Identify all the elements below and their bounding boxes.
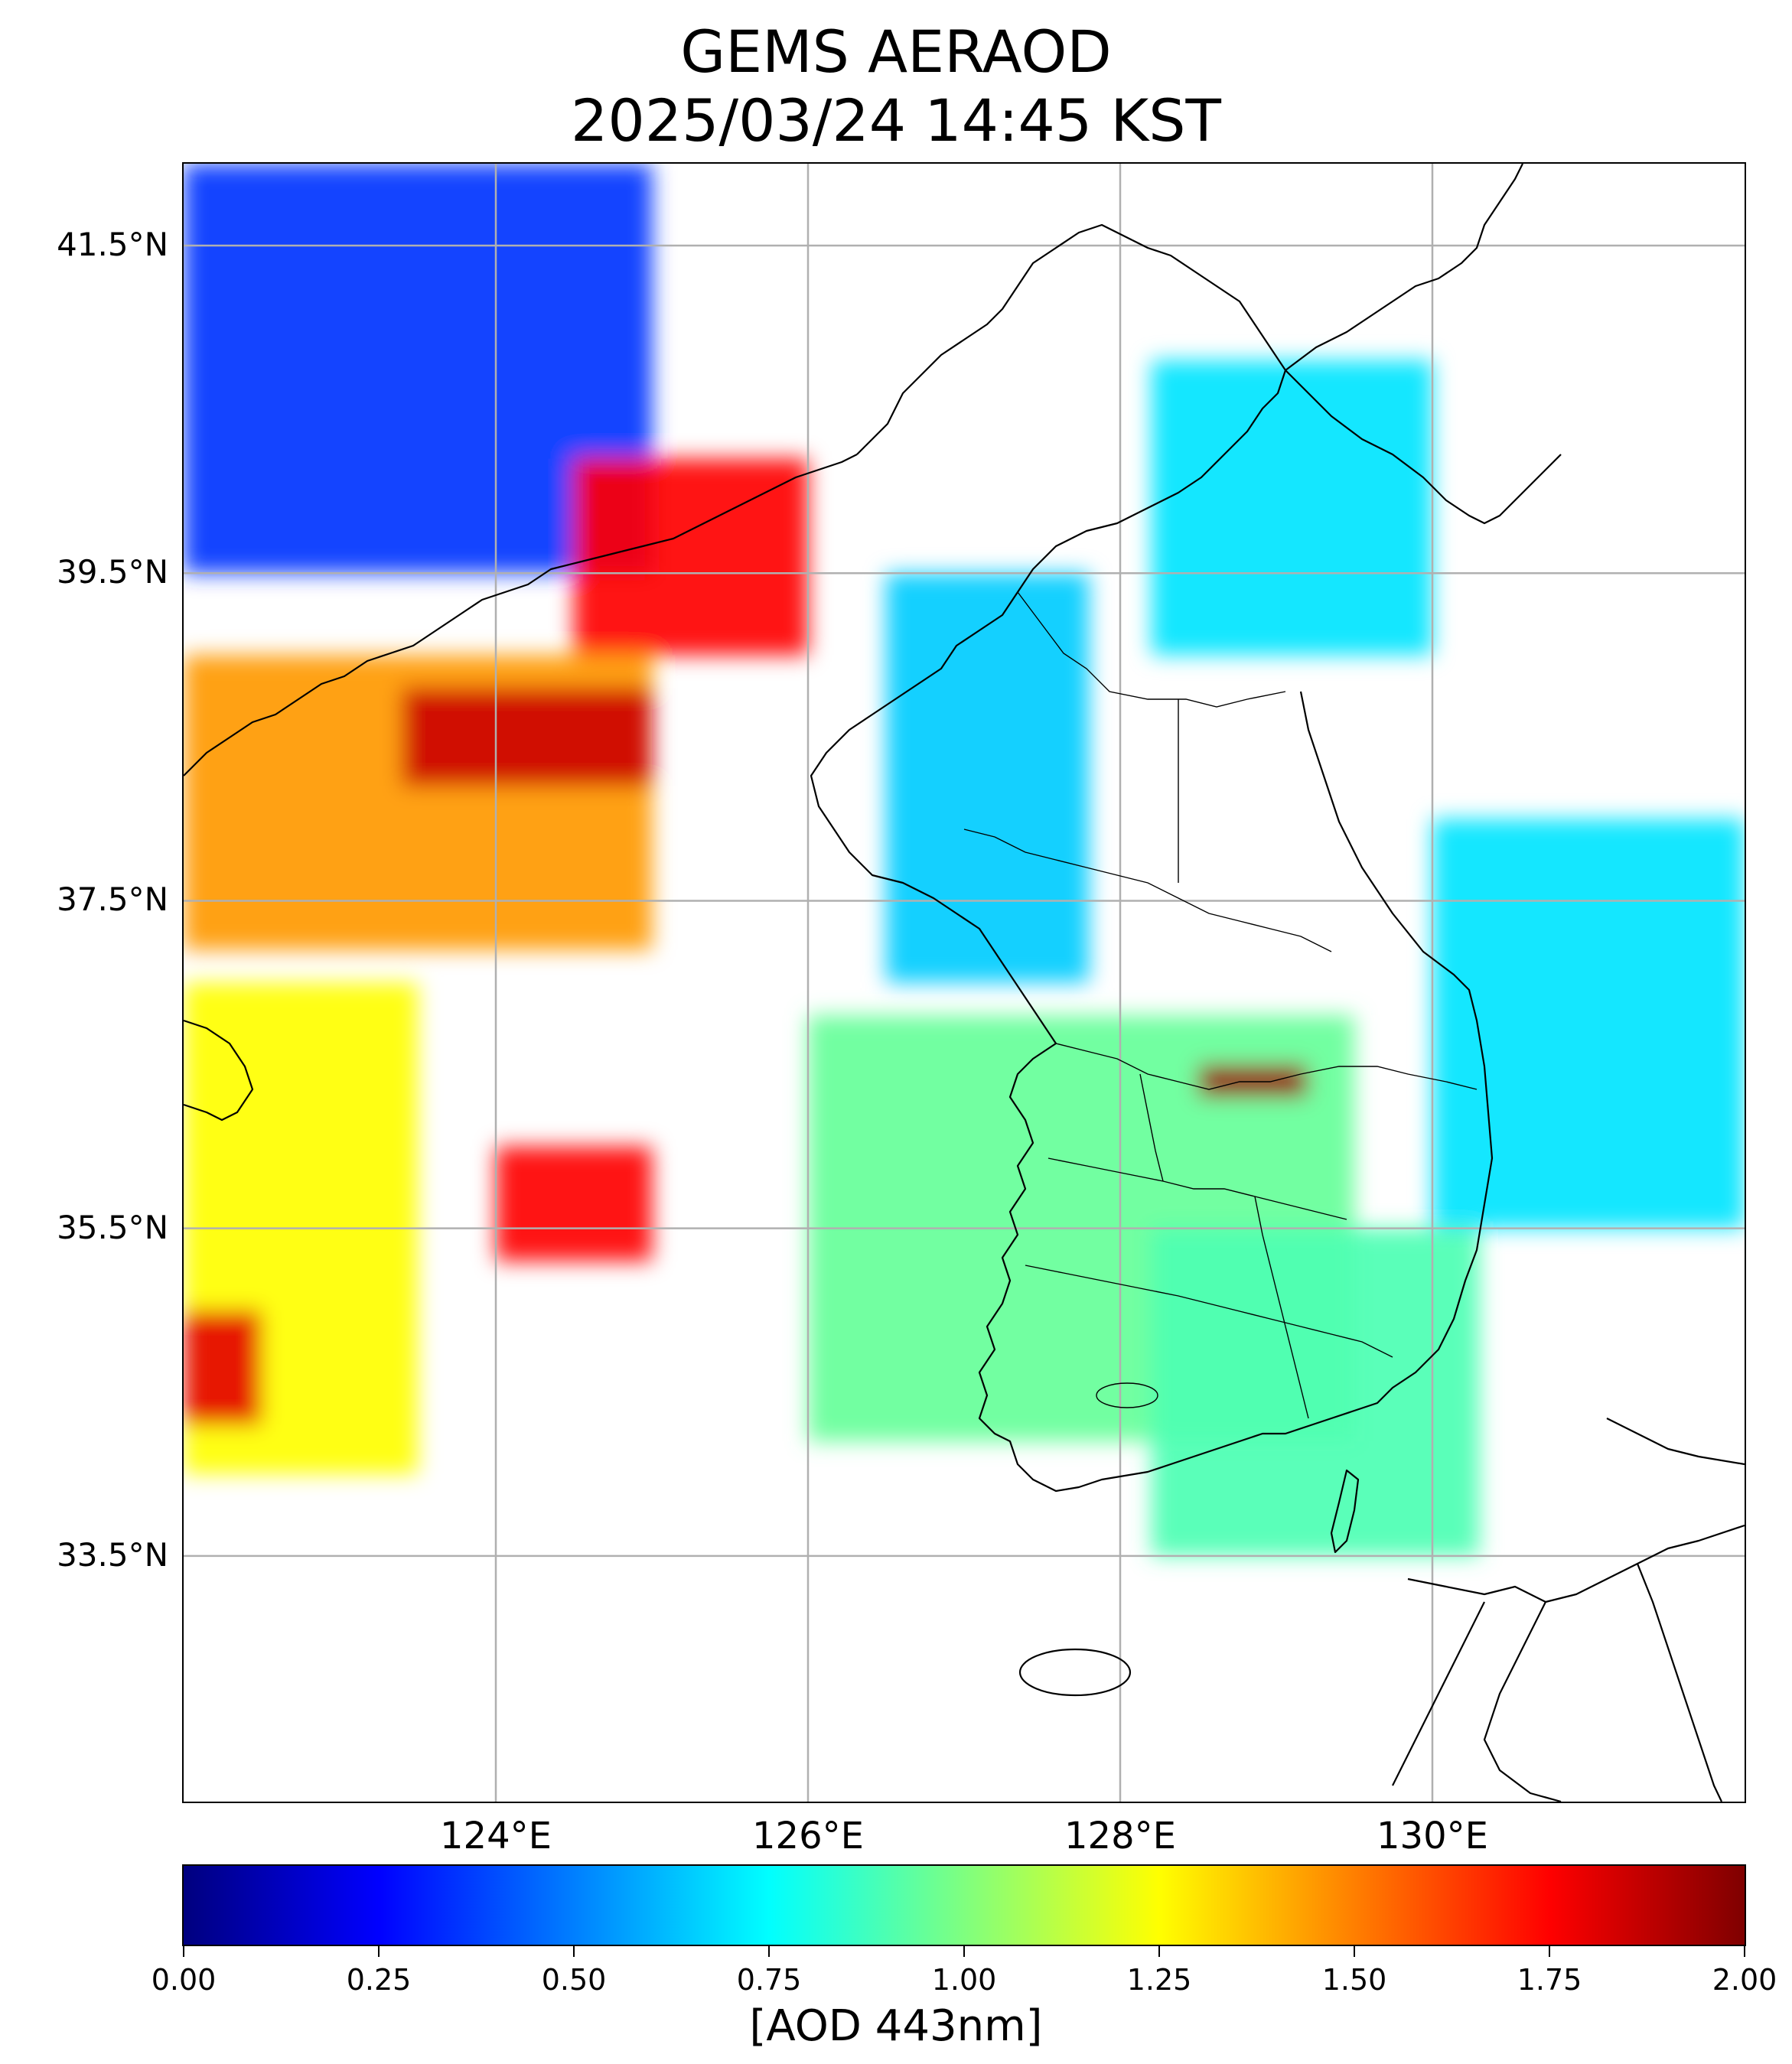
china-border (856, 223, 1133, 455)
east-coast-north (1285, 370, 1562, 525)
gridlines (184, 164, 1745, 1802)
liaodong-coastline (184, 454, 858, 776)
coastlines (184, 164, 1745, 1802)
colorbar-tick-8 (1744, 1946, 1745, 1957)
colorbar-tick-label-6: 1.50 (1321, 1963, 1387, 1997)
lat-label-0: 41.5°N (57, 226, 168, 264)
aod-region-3 (402, 688, 652, 786)
aod-region-6 (496, 1146, 652, 1262)
korea-coastline (810, 239, 1494, 1493)
colorbar-tick-label-0: 0.00 (151, 1963, 217, 1997)
aod-region-5 (184, 1310, 262, 1425)
map-title: GEMS AERAOD (680, 18, 1112, 86)
colorbar-tick-label-1: 0.25 (346, 1963, 412, 1997)
lat-label-3: 35.5°N (57, 1208, 168, 1246)
colorbar-tick-5 (1158, 1946, 1160, 1957)
aod-region-9 (1151, 360, 1432, 656)
lat-label-2: 37.5°N (57, 881, 168, 919)
lon-label-1: 126°E (752, 1815, 864, 1857)
colorbar-tick-label-7: 1.75 (1517, 1963, 1582, 1997)
jeju-island (1018, 1648, 1132, 1697)
map-plot-area (182, 162, 1746, 1803)
colorbar-tick-0 (183, 1946, 184, 1957)
lon-label-0: 124°E (440, 1815, 552, 1857)
admin-borders (963, 591, 1478, 1419)
lat-label-4: 33.5°N (57, 1535, 168, 1574)
map-timestamp: 2025/03/24 14:45 KST (571, 86, 1221, 155)
shandong-coastline (184, 1019, 254, 1122)
colorbar-tick-label-4: 1.00 (931, 1963, 997, 1997)
colorbar-label: [AOD 443nm] (749, 2001, 1043, 2051)
tsushima-island (1330, 1469, 1360, 1554)
lon-label-2: 128°E (1064, 1815, 1176, 1857)
colorbar-tick-6 (1354, 1946, 1355, 1957)
aod-region-11 (1151, 1228, 1480, 1556)
colorbar-tick-4 (963, 1946, 965, 1957)
colorbar-tick-label-8: 2.00 (1712, 1963, 1777, 1997)
colorbar-tick-1 (378, 1946, 380, 1957)
map-canvas (184, 164, 1745, 1802)
colorbar (182, 1864, 1746, 1946)
aod-region-10 (1432, 819, 1745, 1229)
colorbar-tick-2 (573, 1946, 575, 1957)
colorbar-tick-label-2: 0.50 (541, 1963, 607, 1997)
russia-border (1285, 164, 1523, 371)
aod-region-12 (1198, 1064, 1308, 1098)
colorbar-tick-label-3: 0.75 (736, 1963, 802, 1997)
aod-region-8 (886, 573, 1090, 983)
japan-coastline (1392, 1418, 1745, 1802)
lon-label-3: 130°E (1377, 1815, 1488, 1857)
lat-label-1: 39.5°N (57, 553, 168, 591)
colorbar-tick-3 (768, 1946, 770, 1957)
colorbar-tick-label-5: 1.25 (1126, 1963, 1192, 1997)
aod-data-layer (184, 164, 1745, 1556)
colorbar-tick-7 (1549, 1946, 1550, 1957)
